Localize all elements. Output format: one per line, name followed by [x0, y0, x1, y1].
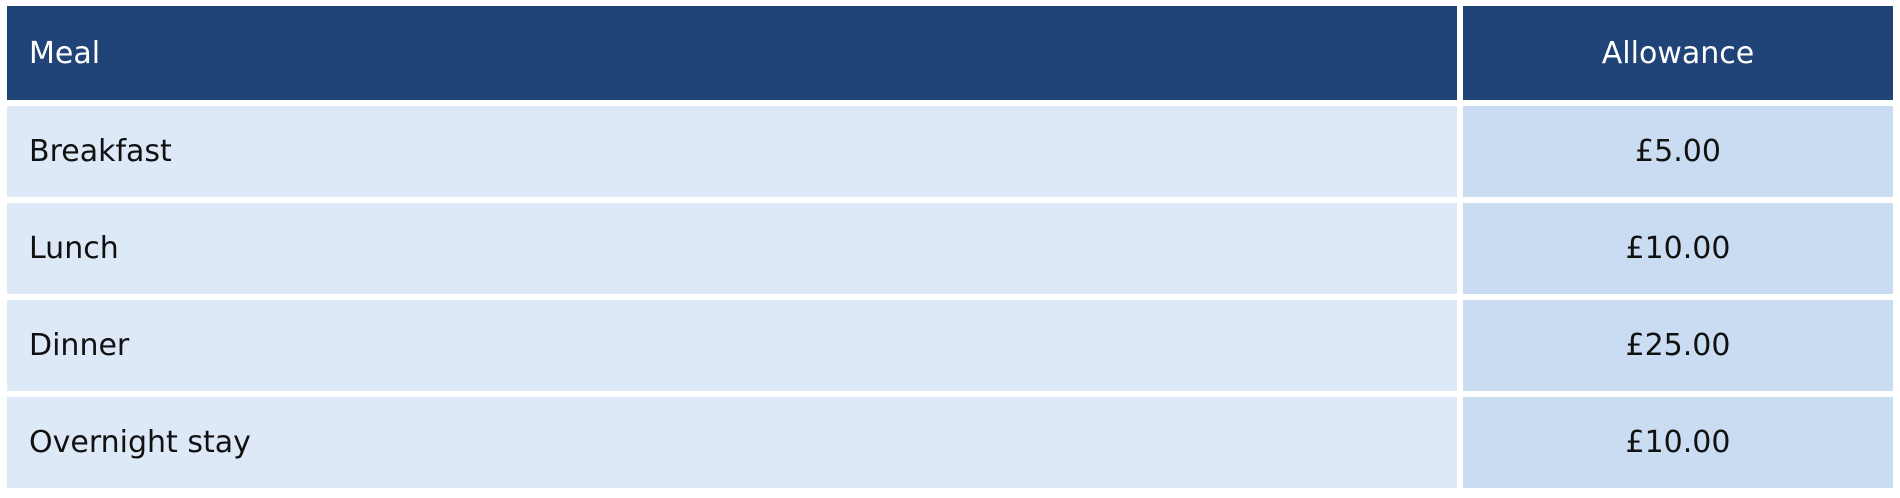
- header-allowance: Allowance: [1463, 6, 1893, 100]
- meal-cell: Overnight stay: [7, 397, 1457, 488]
- table-row: Lunch £10.00: [7, 203, 1893, 294]
- table-row: Overnight stay £10.00: [7, 397, 1893, 488]
- table-row: Dinner £25.00: [7, 300, 1893, 391]
- allowance-cell: £25.00: [1463, 300, 1893, 391]
- meal-cell: Lunch: [7, 203, 1457, 294]
- table-header-row: Meal Allowance: [7, 6, 1893, 100]
- header-meal: Meal: [7, 6, 1457, 100]
- allowance-cell: £5.00: [1463, 106, 1893, 197]
- allowance-cell: £10.00: [1463, 203, 1893, 294]
- allowance-cell: £10.00: [1463, 397, 1893, 488]
- meal-allowance-table: Meal Allowance Breakfast £5.00 Lunch £10…: [7, 6, 1893, 494]
- meal-cell: Breakfast: [7, 106, 1457, 197]
- table-row: Breakfast £5.00: [7, 106, 1893, 197]
- meal-cell: Dinner: [7, 300, 1457, 391]
